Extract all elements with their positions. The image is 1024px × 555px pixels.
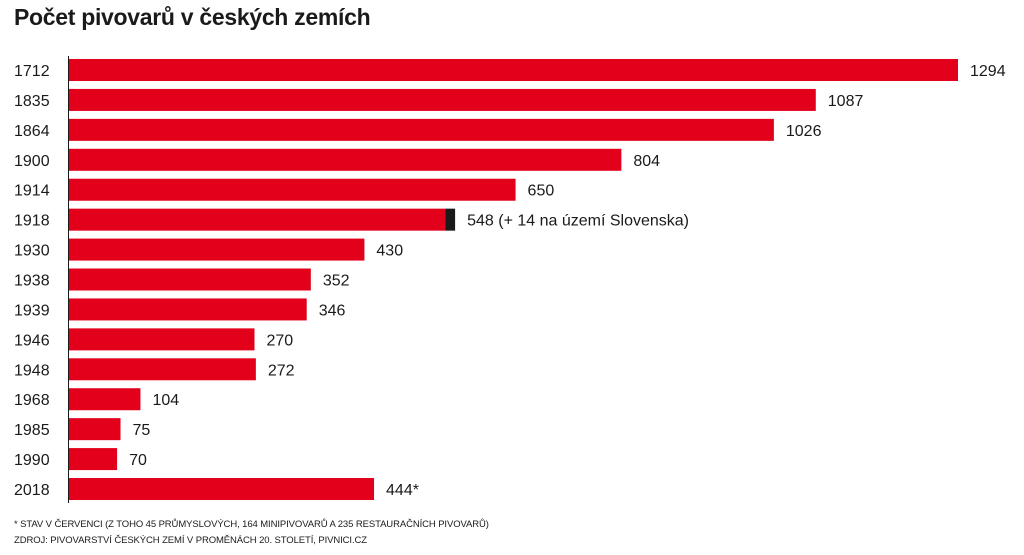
- category-label: 1835: [14, 93, 50, 110]
- data-label: 270: [266, 332, 293, 349]
- bar: [69, 448, 118, 471]
- category-label: 1712: [14, 63, 50, 80]
- bar: [69, 118, 774, 141]
- chart-title: Počet pivovarů v českých zemích: [14, 4, 371, 30]
- category-label: 1900: [14, 153, 50, 170]
- data-label: 430: [376, 243, 403, 260]
- category-label: 1985: [14, 422, 50, 439]
- data-label: 346: [319, 302, 346, 319]
- source-note: ZDROJ: PIVOVARSTVÍ ČESKÝCH ZEMÍ V PROMĚN…: [14, 535, 367, 546]
- bar: [69, 88, 816, 111]
- data-label: 1087: [828, 93, 864, 110]
- bar: [69, 268, 311, 291]
- bar: [69, 208, 446, 231]
- data-label: 548 (+ 14 na území Slovenska): [467, 213, 689, 230]
- category-label: 1939: [14, 302, 50, 319]
- data-label: 444*: [386, 482, 419, 499]
- bar: [69, 388, 141, 411]
- bar: [69, 178, 516, 201]
- data-label: 352: [323, 273, 350, 290]
- bar: [69, 358, 256, 381]
- bar: [69, 238, 365, 261]
- category-label: 2018: [14, 482, 50, 499]
- data-label: 272: [268, 362, 295, 379]
- data-label: 75: [133, 422, 151, 439]
- bar: [69, 298, 307, 321]
- category-label: 1946: [14, 332, 50, 349]
- category-label: 1864: [14, 123, 50, 140]
- bar: [69, 418, 121, 441]
- bar-extra-segment: [445, 208, 456, 231]
- footnote: * STAV V ČERVENCI (Z TOHO 45 PRŮMYSLOVÝC…: [14, 519, 489, 530]
- category-label: 1990: [14, 452, 50, 469]
- data-label: 1026: [786, 123, 822, 140]
- category-label: 1914: [14, 183, 50, 200]
- data-label: 1294: [970, 63, 1006, 80]
- data-label: 804: [633, 153, 660, 170]
- bar: [69, 148, 622, 171]
- data-label: 650: [528, 183, 555, 200]
- bar: [69, 478, 375, 501]
- bar: [69, 59, 958, 81]
- category-label: 1968: [14, 392, 50, 409]
- category-label: 1930: [14, 243, 50, 260]
- category-label: 1938: [14, 273, 50, 290]
- bar-chart: 1712 1294 1835 1087 1864 1026 1900 804 1914 650 19…: [14, 56, 1006, 503]
- bar: [69, 328, 255, 351]
- category-label: 1918: [14, 213, 50, 230]
- category-label: 1948: [14, 362, 50, 379]
- data-label: 104: [152, 392, 179, 409]
- data-label: 70: [129, 452, 147, 469]
